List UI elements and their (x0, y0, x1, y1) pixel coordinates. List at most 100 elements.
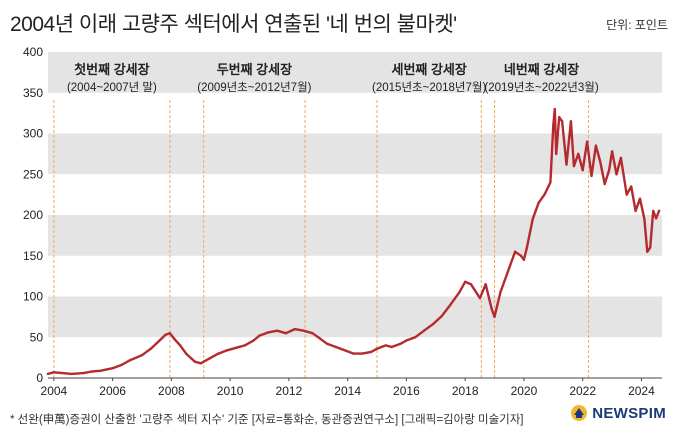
data-point (226, 349, 229, 352)
data-point (654, 217, 658, 220)
data-point (508, 266, 511, 270)
data-point (208, 357, 211, 360)
data-point (552, 124, 555, 127)
data-point (168, 332, 172, 335)
data-point (440, 314, 443, 318)
data-point (560, 120, 564, 123)
data-point (217, 352, 220, 355)
data-point (619, 156, 623, 160)
data-point (615, 173, 618, 176)
data-point (469, 283, 473, 286)
data-point (652, 209, 655, 213)
data-point (625, 193, 628, 196)
data-point (158, 339, 161, 342)
annotation-period-4: (2019년초~2022년3월) (484, 81, 598, 94)
data-point (82, 371, 85, 375)
data-point (569, 120, 573, 123)
data-point (199, 362, 202, 365)
data-point (361, 352, 364, 355)
data-point (317, 336, 320, 339)
data-point (275, 329, 279, 332)
data-point (543, 193, 546, 196)
data-point (649, 246, 652, 249)
annotation-label-3: 세번째 강세장 (391, 62, 466, 77)
series-line-1 (46, 107, 661, 376)
data-point (657, 209, 661, 213)
data-point (607, 169, 611, 172)
data-point (594, 144, 598, 147)
data-point (458, 291, 461, 294)
newspim-logo: NEWSPIM (570, 404, 666, 422)
logo-text: NEWSPIM (592, 404, 666, 422)
x-tick-label: 2004 (41, 384, 68, 398)
period-annotations: 첫번째 강세장 (2004~2007년 말) 두번째 강세장 (2009년초~2012… (67, 62, 599, 94)
y-tick-label: 50 (30, 330, 44, 344)
x-axis: 2004 2006 2008 2010 2012 2014 2016 2018 2020 2022… (41, 377, 662, 398)
data-point (581, 169, 584, 172)
data-point (599, 160, 602, 164)
data-point (375, 347, 379, 350)
annotation-label-4: 네번째 강세장 (504, 62, 579, 77)
grid-band (48, 52, 662, 93)
data-point (522, 258, 526, 261)
data-point (431, 323, 435, 326)
data-point (140, 354, 144, 357)
data-point (519, 254, 523, 257)
data-point (149, 347, 152, 350)
data-point (399, 342, 402, 345)
x-tick-label: 2022 (569, 384, 596, 398)
data-point (352, 352, 355, 355)
data-point (490, 307, 493, 310)
annotation-period-1: (2004~2007년 말) (67, 80, 157, 94)
data-point (572, 164, 576, 168)
data-point (585, 140, 589, 143)
data-point (484, 283, 487, 286)
data-point (90, 370, 94, 373)
x-tick-label: 2016 (393, 384, 420, 398)
data-point (531, 217, 534, 221)
data-point (634, 209, 637, 213)
y-tick-label: 400 (23, 45, 43, 59)
y-axis: 0 50 100 150 200 250 300 350 400 (23, 45, 43, 385)
data-point (70, 372, 73, 376)
chart-title: 2004년 이래 고량주 섹터에서 연출된 '네 번의 불마켓' (10, 13, 457, 36)
series-line (46, 107, 661, 376)
x-tick-label: 2006 (99, 384, 126, 398)
data-point (267, 331, 270, 334)
data-point (325, 342, 329, 345)
data-point (184, 352, 188, 355)
line-chart: 0 50 100 150 200 250 300 350 400 2004 2006 2008 201… (23, 45, 662, 398)
data-point (422, 329, 426, 332)
data-point (129, 358, 132, 362)
data-point (449, 303, 452, 306)
data-point (478, 296, 482, 300)
data-point (590, 174, 593, 178)
x-tick-label: 2014 (334, 384, 361, 398)
x-tick-label: 2024 (628, 384, 655, 398)
data-point (111, 367, 114, 370)
y-tick-label: 350 (23, 86, 43, 100)
y-tick-label: 250 (23, 167, 43, 181)
y-tick-label: 100 (23, 290, 43, 304)
data-point (99, 369, 103, 372)
data-point (370, 350, 373, 354)
data-point (302, 329, 305, 332)
x-tick-label: 2018 (452, 384, 479, 398)
x-tick-label: 2010 (217, 384, 244, 398)
data-point (525, 246, 529, 249)
grid-bands (48, 52, 662, 338)
grid-band (48, 215, 662, 256)
unit-label: 단위: 포인트 (606, 18, 668, 32)
data-point (293, 327, 296, 331)
data-point (284, 332, 288, 335)
data-point (334, 345, 338, 349)
data-point (630, 185, 633, 188)
y-tick-label: 300 (23, 127, 43, 141)
data-point (390, 345, 393, 349)
y-tick-label: 0 (36, 371, 43, 385)
data-point (603, 182, 606, 186)
data-point (52, 371, 56, 374)
annotation-period-2: (2009년초~2012년7월) (197, 81, 311, 94)
data-point (638, 197, 642, 200)
data-point (643, 217, 646, 221)
